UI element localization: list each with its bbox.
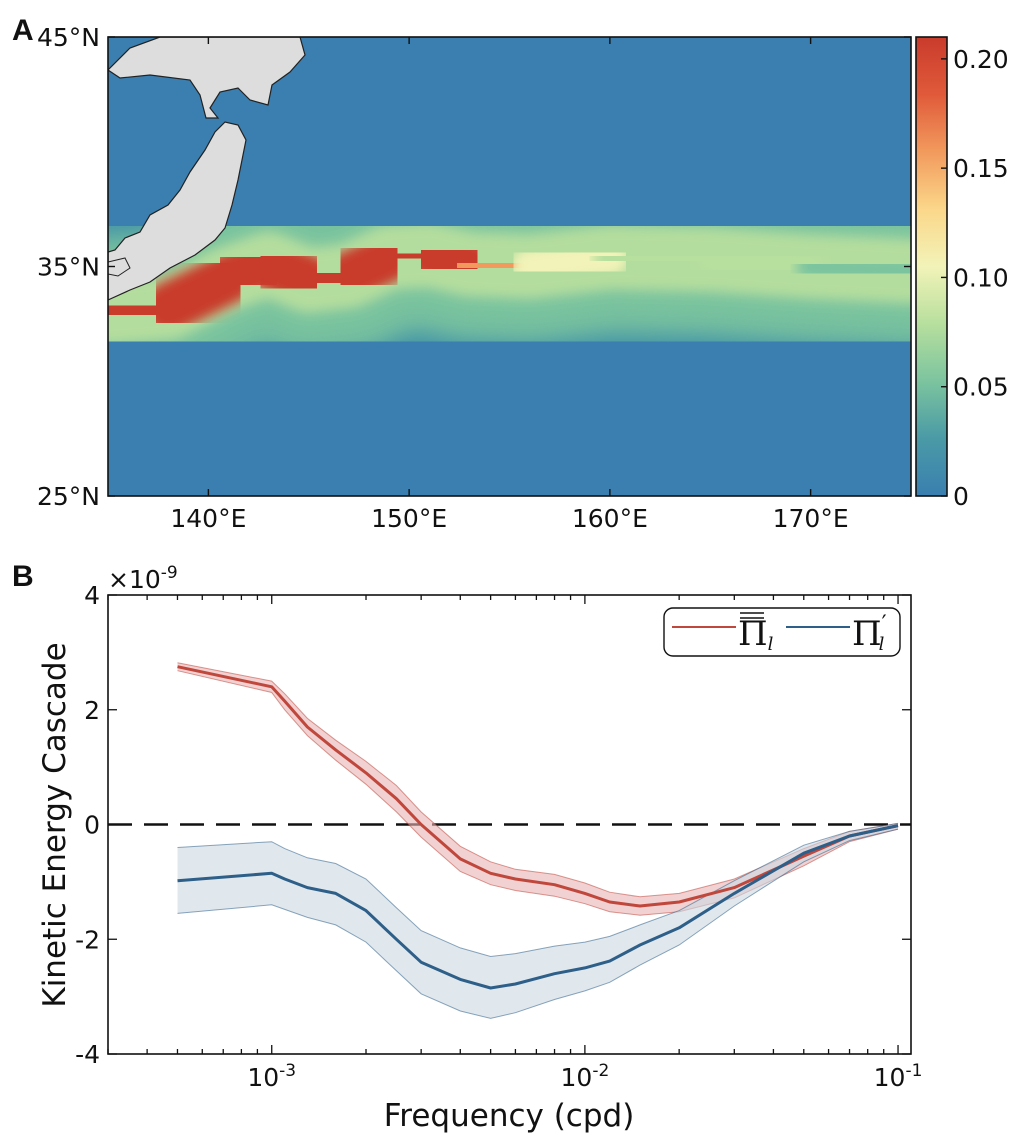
y-tick-label: 2: [84, 696, 100, 725]
legend-box: [663, 607, 901, 657]
x-tick-exponent: -3: [279, 1061, 296, 1081]
panel-b-label: B: [12, 560, 34, 593]
colorbar-tick-label: 0.10: [953, 263, 1009, 292]
y-scale-label: ×10-9: [108, 563, 178, 594]
map-panel: 140°E 150°E 160°E 170°E 25°N35°N45°N 00.050…: [37, 23, 1009, 533]
map-y-tick-label: 35°N: [37, 253, 100, 282]
eddy-band-upper-edge: [177, 822, 899, 958]
mean-series-line: [177, 665, 899, 908]
x-tick-base: 10: [247, 1063, 279, 1092]
map-x-tick-label: 170°E: [773, 504, 849, 533]
y-axis-label: Kinetic Energy Cascade: [37, 642, 73, 1007]
colorbar-tick-label: 0: [953, 482, 969, 511]
land-shikoku: [108, 257, 131, 277]
y-tick-label: -2: [75, 925, 100, 954]
map-y-ticks: 25°N 35°N 45°N: [37, 23, 911, 511]
y-tick-label: 0: [84, 811, 100, 840]
jet-core-segment: [592, 240, 728, 277]
x-tick-label: 10-3: [247, 1061, 296, 1092]
mean-band-upper-edge: [177, 662, 899, 898]
x-tick-exponent: -1: [905, 1061, 922, 1081]
panel-a-label: A: [12, 14, 34, 47]
plot-y-ticks: -4 -2 0 2 4: [75, 581, 911, 1069]
x-axis-label: Frequency (cpd): [384, 1098, 635, 1134]
land-japan-hokkaido: [108, 37, 306, 119]
x-tick-exponent: -2: [592, 1061, 609, 1081]
map-y-tick-label: 25°N: [37, 482, 100, 511]
map-x-tick-label: 140°E: [170, 504, 246, 533]
x-tick-base: 10: [874, 1063, 906, 1092]
land-japan-honshu: [108, 121, 247, 301]
legend: Πl Π′ l: [663, 607, 901, 657]
colorbar-tick-label: 0.15: [953, 154, 1009, 183]
eddy-series-line: [177, 824, 899, 990]
colorbar-ticks: 0 0.05 0.10 0.15 0.20: [941, 45, 1009, 511]
legend-eddy-label: Π′ l: [852, 612, 887, 655]
jet-core-segment: [796, 252, 911, 286]
map-y-tick-label: 45°N: [37, 23, 100, 52]
plot-x-ticks: 10-3 10-2 10-1: [107, 595, 923, 1092]
x-tick-label: 10-2: [561, 1061, 610, 1092]
x-tick-base: 10: [561, 1063, 593, 1092]
map-x-tick-label: 150°E: [371, 504, 447, 533]
jet-layers: [108, 150, 911, 418]
map-x-tick-label: 160°E: [572, 504, 648, 533]
colorbar-tick-label: 0.05: [953, 373, 1009, 402]
x-tick-label: 10-1: [874, 1061, 923, 1092]
colorbar-tick-label: 0.20: [953, 45, 1009, 74]
colorbar: [915, 36, 948, 497]
map-x-ticks: 140°E 150°E 160°E 170°E: [170, 37, 849, 533]
jet-core-segment: [694, 243, 827, 283]
y-tick-label: 4: [84, 581, 100, 610]
eddy-band-lower-edge: [177, 828, 899, 1019]
y-tick-label: -4: [75, 1040, 100, 1069]
